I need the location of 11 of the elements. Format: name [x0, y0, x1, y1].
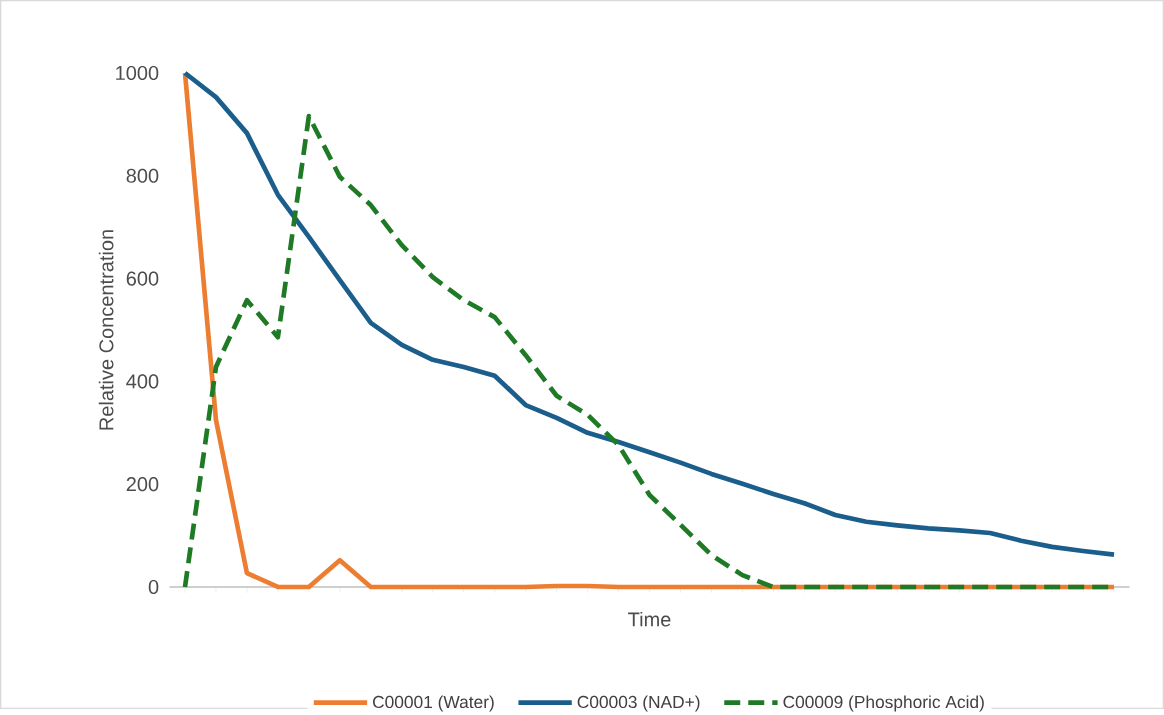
legend-label: C00001 (Water) [373, 695, 494, 712]
y-tick-label: 800 [126, 168, 159, 183]
x-axis-title: Time [628, 611, 671, 627]
y-tick-label: 600 [126, 271, 159, 286]
y-tick-label: 200 [126, 476, 159, 492]
legend-label: C00003 (NAD+) [577, 695, 700, 712]
y-tick-label: 1000 [116, 65, 159, 80]
y-axis-title: Relative Concentration [98, 230, 114, 430]
y-tick-label: 0 [148, 579, 159, 594]
y-tick-label: 400 [126, 374, 159, 389]
legend-label: C00009 (Phosphoric Acid) [783, 695, 984, 712]
